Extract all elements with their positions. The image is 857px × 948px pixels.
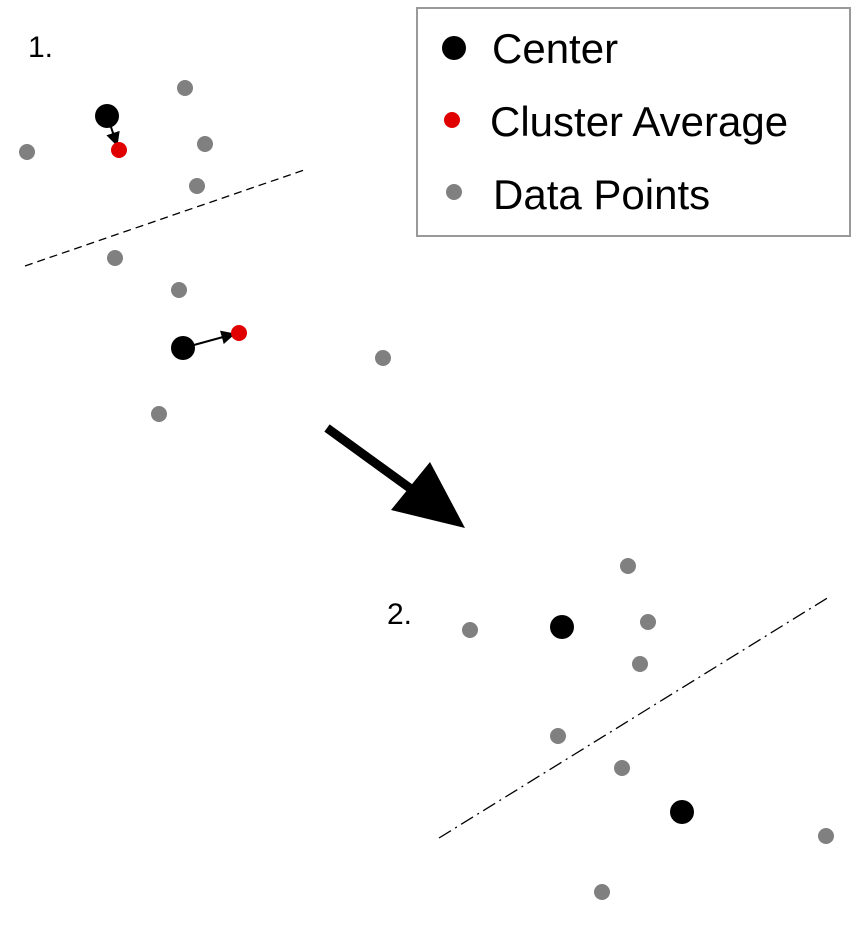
- gray-dot-icon: [446, 184, 462, 200]
- legend-box: [416, 7, 851, 237]
- legend: Center Cluster Average Data Points: [416, 7, 851, 237]
- data-point: [19, 144, 35, 160]
- data-point: [177, 80, 193, 96]
- data-point: [620, 558, 636, 574]
- data-point: [107, 250, 123, 266]
- step-2-boundary: [438, 596, 830, 839]
- step-2-panel: 2.: [387, 558, 834, 900]
- legend-item-data-points: Data Points: [446, 171, 710, 218]
- center-point: [171, 336, 195, 360]
- legend-label-center: Center: [492, 25, 618, 72]
- cluster-average-point: [231, 325, 247, 341]
- step-1-label: 1.: [28, 31, 53, 64]
- step-2-label: 2.: [387, 598, 412, 631]
- cluster-average-point: [111, 142, 127, 158]
- data-point: [151, 406, 167, 422]
- data-point: [632, 656, 648, 672]
- step-1-boundary: [24, 168, 308, 267]
- data-point: [550, 728, 566, 744]
- step-1-data-points: [19, 80, 391, 422]
- legend-item-cluster-average: Cluster Average: [444, 98, 788, 145]
- red-dot-icon: [444, 112, 460, 128]
- legend-label-cluster-average: Cluster Average: [490, 98, 788, 145]
- center-point: [670, 800, 694, 824]
- step-1-panel: 1.: [19, 31, 391, 422]
- legend-item-center: Center: [442, 25, 618, 72]
- data-point: [640, 614, 656, 630]
- data-point: [189, 178, 205, 194]
- center-point: [95, 104, 119, 128]
- data-point: [375, 350, 391, 366]
- data-point: [818, 828, 834, 844]
- step-2-data-points: [462, 558, 834, 900]
- legend-label-data-points: Data Points: [493, 171, 710, 218]
- data-point: [594, 884, 610, 900]
- center-point: [550, 615, 574, 639]
- data-point: [197, 136, 213, 152]
- black-dot-icon: [442, 36, 466, 60]
- data-point: [462, 622, 478, 638]
- data-point: [171, 282, 187, 298]
- data-point: [614, 760, 630, 776]
- step-transition-arrow: [324, 424, 465, 528]
